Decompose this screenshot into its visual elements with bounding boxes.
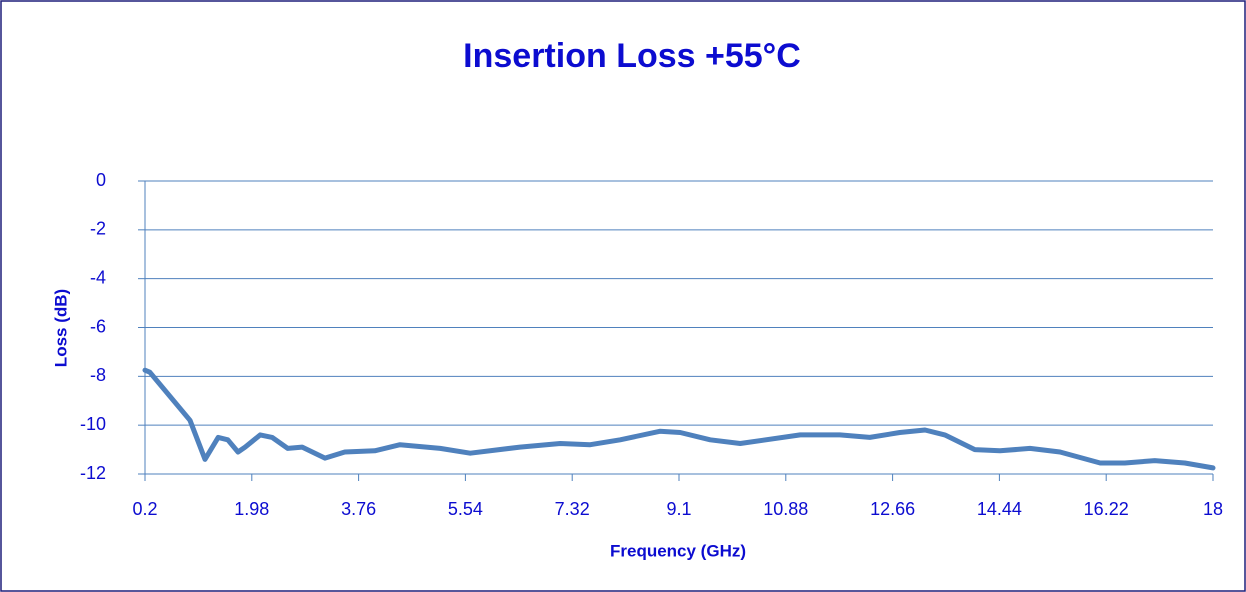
data-line <box>142 367 1216 471</box>
x-tick-label: 3.76 <box>341 499 376 519</box>
y-tick-label: -2 <box>90 219 106 239</box>
y-tick-label: -10 <box>80 414 106 434</box>
y-tick-label: -6 <box>90 316 106 336</box>
y-tick-label: 0 <box>96 170 106 190</box>
x-tick-label: 9.1 <box>666 499 691 519</box>
x-tick-label: 0.2 <box>132 499 157 519</box>
y-tick-label: -12 <box>80 463 106 483</box>
y-axis-title: Loss (dB) <box>51 289 70 367</box>
chart-title: Insertion Loss +55°C <box>463 37 801 75</box>
x-tick-label: 16.22 <box>1084 499 1129 519</box>
x-tick-label: 7.32 <box>555 499 590 519</box>
y-tick-label: -4 <box>90 267 106 287</box>
x-tick-label: 10.88 <box>763 499 808 519</box>
x-tick-label: 14.44 <box>977 499 1022 519</box>
x-tick-label: 1.98 <box>234 499 269 519</box>
y-tick-label: -8 <box>90 365 106 385</box>
x-axis-title: Frequency (GHz) <box>610 541 746 560</box>
x-tick-label: 5.54 <box>448 499 483 519</box>
x-tick-label: 12.66 <box>870 499 915 519</box>
x-tick-label: 18 <box>1203 499 1223 519</box>
